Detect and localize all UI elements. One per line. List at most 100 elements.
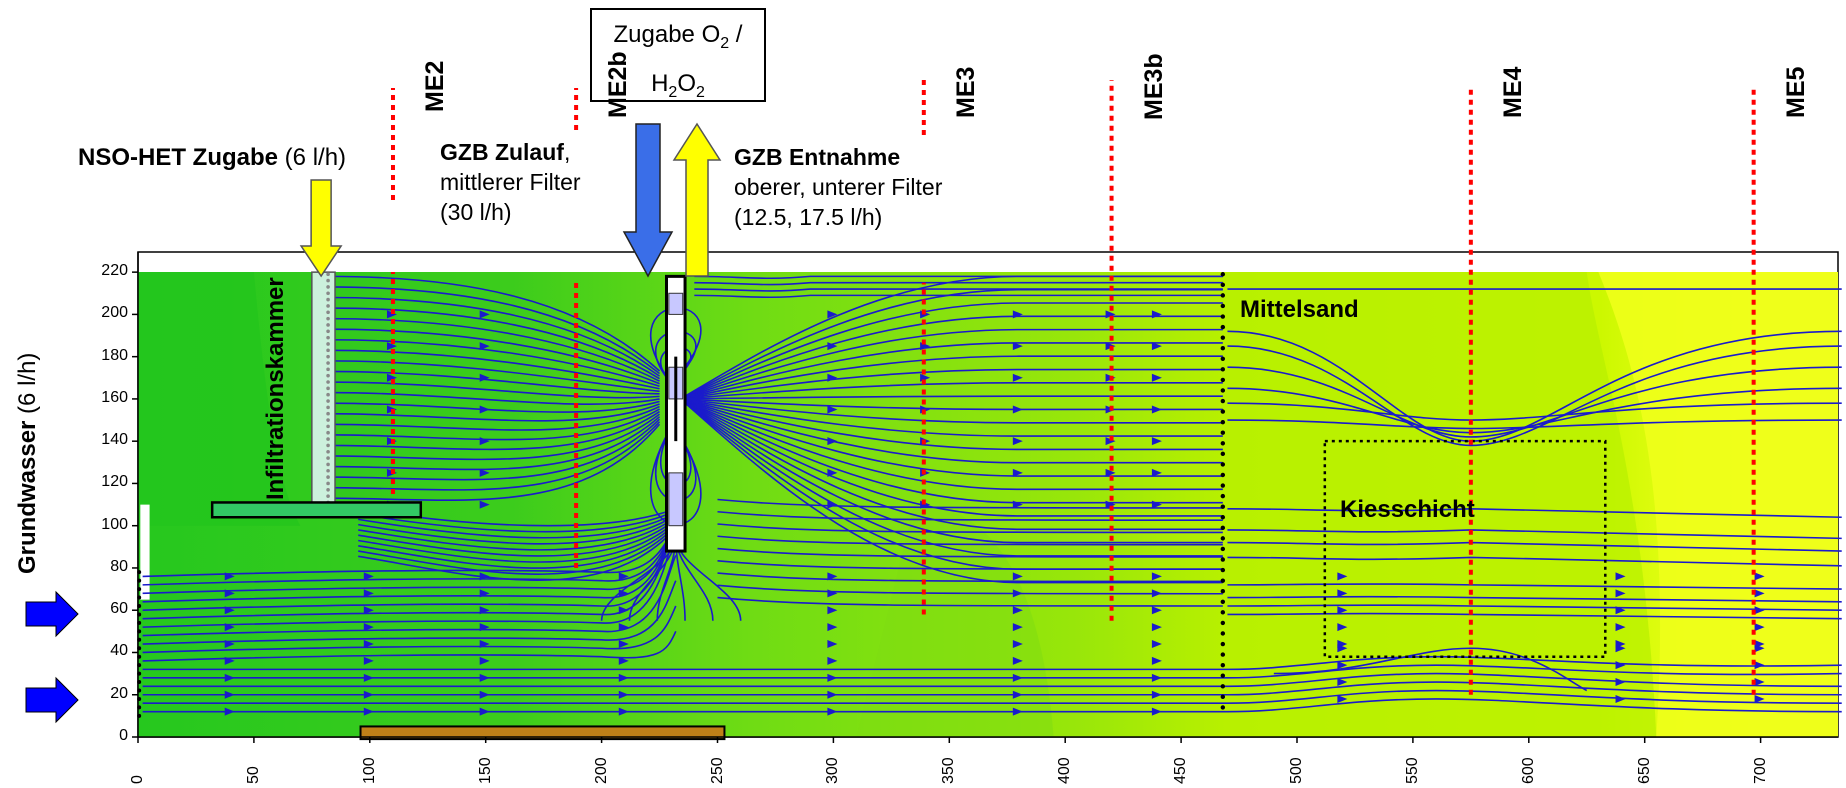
chamber-fill-dot [326, 405, 330, 410]
boundary-dot [1220, 272, 1226, 277]
streamline-arrow [1615, 694, 1626, 703]
chamber-fill-dot [326, 272, 330, 277]
streamline-arrow [224, 707, 235, 716]
boundary-dot [1220, 356, 1226, 361]
x-tick-label: 600 [1519, 757, 1537, 784]
streamline-arrow [1337, 694, 1348, 703]
streamline-arrow [827, 468, 838, 477]
streamline [142, 525, 677, 620]
streamline-arrow [1012, 707, 1023, 716]
boundary-dot [1220, 472, 1226, 478]
chamber-fill-dot [326, 310, 330, 315]
boundary-dot [1220, 441, 1226, 446]
streamline-arrow [618, 690, 629, 699]
streamline [1227, 366, 1842, 438]
nso-het-arrow [299, 179, 343, 278]
streamline-arrow [827, 342, 838, 351]
streamline-arrow [479, 405, 490, 414]
gzb-zulauf-arrow [622, 123, 674, 278]
streamline [328, 370, 660, 395]
x-tick-label: 250 [708, 757, 726, 784]
streamline [358, 514, 677, 545]
streamline [142, 580, 677, 645]
boundary-dot [1220, 335, 1226, 340]
streamline-arrow [1151, 310, 1162, 319]
streamline [328, 328, 660, 385]
streamline [680, 398, 1223, 437]
probe-label-me3: ME3 [951, 66, 980, 118]
streamline-arrow [1012, 468, 1023, 477]
streamline [1227, 345, 1842, 447]
peroxide-h: H [651, 69, 669, 97]
streamline-arrow [1012, 310, 1023, 319]
boundary-dot [1220, 694, 1226, 700]
probe-label-me4: ME4 [1498, 66, 1527, 118]
streamline-arrow [1754, 572, 1765, 581]
streamline [680, 355, 1223, 400]
streamline [694, 288, 1223, 292]
streamline-arrow [479, 572, 490, 581]
streamline [680, 398, 1223, 464]
boundary-dot [1220, 641, 1226, 647]
streamline-arrow [827, 673, 838, 682]
streamline [694, 294, 1223, 299]
streamline-arrow [1337, 640, 1348, 649]
nso-het-label: NSO-HET Zugabe (6 l/h) [78, 144, 346, 172]
chamber-fill-dot [326, 373, 330, 378]
streamline [694, 275, 1223, 280]
streamline [680, 398, 1223, 424]
streamline-arrow [1615, 678, 1626, 687]
streamline-arrow [479, 606, 490, 615]
streamline-arrow [363, 673, 374, 682]
streamline-arrow [1337, 678, 1348, 687]
boundary-dot [1220, 525, 1226, 531]
gravel-layer-box [1323, 439, 1607, 658]
streamline [717, 535, 1223, 546]
streamline-arrow [1151, 673, 1162, 682]
streamline [717, 572, 1223, 583]
streamline [680, 368, 1223, 400]
streamline-arrow [224, 640, 235, 649]
streamline-arrow [1012, 656, 1023, 665]
streamline [1227, 330, 1842, 442]
streamline-arrow [1012, 405, 1023, 414]
streamline [1227, 507, 1842, 519]
streamline [328, 349, 660, 390]
streamline-arrow [363, 656, 374, 665]
streamline [1227, 583, 1842, 590]
boundary-dot [1220, 546, 1226, 552]
streamline-arrow [1105, 437, 1116, 446]
chamber-fill-dot [326, 487, 330, 492]
streamline-arrow [479, 589, 490, 598]
boundary-dot [1220, 493, 1226, 499]
y-tick-label: 80 [110, 557, 128, 575]
gzb-zulauf-title: GZB Zulauf [440, 139, 564, 165]
boundary-dot [1220, 662, 1226, 668]
nso-het-rate: (6 l/h) [278, 144, 347, 171]
oxygen-dosing-box: Zugabe O2 / H2O2 [590, 8, 766, 102]
chamber-fill-dot [326, 323, 330, 327]
nso-het-title: NSO-HET Zugabe [78, 144, 279, 171]
boundary-dot [1220, 346, 1226, 351]
streamline-arrow [386, 310, 397, 319]
streamline [328, 381, 660, 399]
boundary-dot [1220, 409, 1226, 414]
streamline [328, 423, 661, 502]
boundary-dot [1220, 504, 1226, 509]
boundary-dot [1220, 377, 1226, 383]
streamline [328, 416, 661, 471]
streamline [328, 410, 660, 451]
streamline-arrow [1151, 373, 1162, 382]
streamline [680, 398, 1223, 517]
streamline [142, 525, 677, 578]
streamline-arrow [827, 589, 838, 598]
boundary-dot [1220, 419, 1226, 425]
streamline-arrow [618, 623, 629, 632]
streamline [1227, 595, 1842, 603]
gzb-zulauf-rate: (30 l/h) [440, 199, 512, 225]
boundary-dot [1220, 620, 1226, 626]
streamline [694, 281, 1223, 286]
streamline-arrow [1754, 589, 1765, 598]
streamline [142, 672, 1842, 688]
gzb-entnahme-label: GZB Entnahme oberer, unterer Filter (12.… [734, 142, 942, 232]
